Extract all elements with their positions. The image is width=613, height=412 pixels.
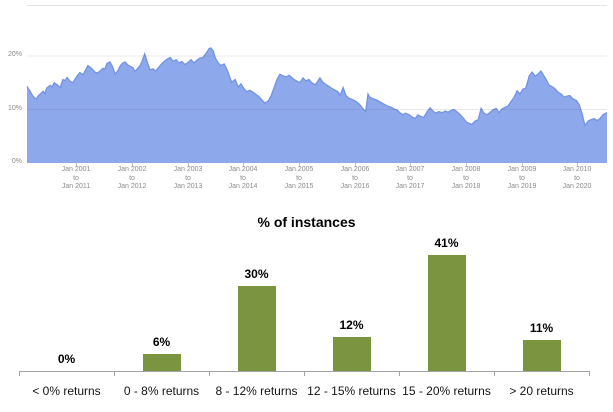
bar-chart-axis-tick [494,371,495,376]
bar-chart-axis-tick [304,371,305,376]
bar-chart-axis-tick [209,371,210,376]
x-axis-label-Jan-2006: Jan 2006 to Jan 2016 [340,166,370,191]
y-axis-label-0%: 0% [11,158,22,165]
bar-category-label: 0 - 8% returns [123,384,200,398]
returns-area-series [27,48,607,163]
x-axis-tick [243,163,244,167]
bar-15-20-returns [427,255,466,371]
x-axis-tick [132,163,133,167]
x-axis-label-Jan-2001: Jan 2001 to Jan 2011 [61,166,91,191]
x-axis-tick [410,163,411,167]
bar-category-label: 12 - 15% returns [307,384,396,398]
x-axis-label-Jan-2009: Jan 2009 to Jan 2019 [507,166,537,191]
bar-category-label: 8 - 12% returns [215,384,298,398]
returns-area-series-line [26,47,608,128]
x-axis-label-Jan-2010: Jan 2010 to Jan 2020 [562,166,592,191]
bar-chart-axis-tick [589,371,590,376]
bar-chart-axis-tick [19,371,20,376]
bar-value-label: 12% [339,318,364,332]
x-axis-tick [355,163,356,167]
instances-bar-chart: % of instances 0% < 0% returns 6% 0 - 8% re… [0,200,613,412]
bar-category-label: > 20 returns [509,384,574,398]
x-axis-label-Jan-2003: Jan 2003 to Jan 2013 [173,166,203,191]
bar-value-label: 11% [529,321,554,335]
bar-0-8-returns [142,354,181,371]
x-axis-label-Jan-2002: Jan 2002 to Jan 2012 [117,166,147,191]
bar-12-15-returns [332,337,371,371]
x-axis-tick [466,163,467,167]
x-axis-tick [76,163,77,167]
x-axis-tick [188,163,189,167]
bar-value-label: 30% [244,267,269,281]
area-chart-plot [26,5,608,163]
y-axis-label-20%: 20% [7,51,22,58]
bar-category-label: 15 - 20% returns [402,384,491,398]
x-axis-label-Jan-2004: Jan 2004 to Jan 2014 [228,166,258,191]
x-axis-label-Jan-2005: Jan 2005 to Jan 2015 [284,166,314,191]
bar-value-label: 6% [152,335,171,349]
y-axis-label-10%: 10% [7,104,22,112]
bar-value-label: 0% [57,352,76,366]
bar-category-label: < 0% returns [32,384,101,398]
x-axis-label-Jan-2007: Jan 2007 to Jan 2017 [395,166,425,191]
x-axis-tick [522,163,523,167]
rolling-returns-area-chart: 0% 10% 20% Jan 2001 to Jan 2011 Jan 2002 to Jan… [0,0,613,200]
bar-chart-axis-tick [114,371,115,376]
bar-value-label: 41% [434,236,459,250]
x-axis-label-Jan-2008: Jan 2008 to Jan 2018 [451,166,481,191]
bar-chart-axis-tick [399,371,400,376]
x-axis-tick [299,163,300,167]
x-axis-tick [577,163,578,167]
bar-chart-title: % of instances [257,214,356,230]
bar--20-returns [522,340,561,371]
bar-8-12-returns [237,286,276,371]
